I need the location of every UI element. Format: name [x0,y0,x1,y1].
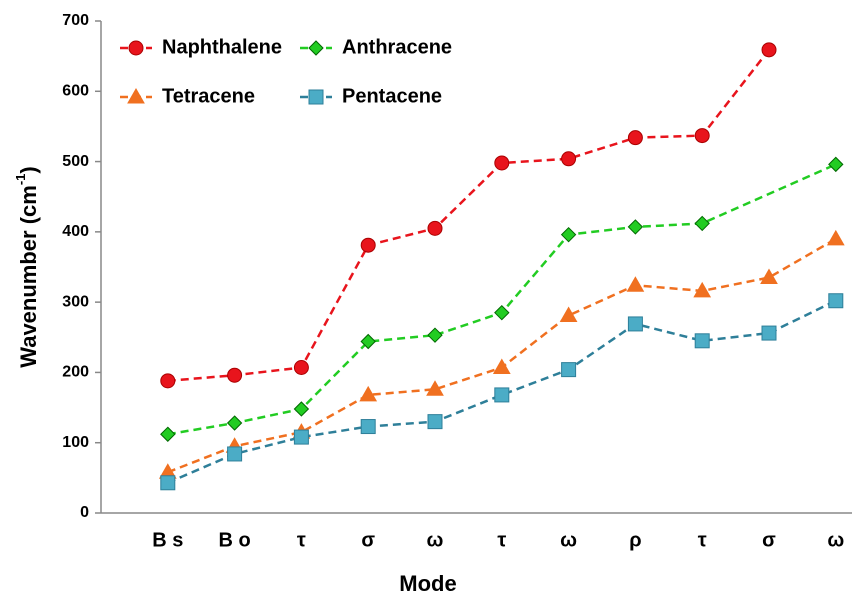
data-point [561,362,577,378]
y-tick-label: 700 [62,12,89,29]
y-label-end: ) [16,166,41,173]
data-point [293,429,309,445]
data-point [627,219,644,235]
data-point [494,155,510,171]
y-tick-label: 300 [62,293,89,310]
data-point [761,42,777,58]
data-point [826,229,845,246]
data-point [360,237,376,253]
series-line [167,299,837,484]
data-point [160,475,176,491]
x-tick-label: ω [427,529,444,551]
legend-marker [308,89,324,105]
data-point [227,446,243,462]
data-point [627,130,643,146]
data-point [626,276,645,292]
x-tick-label: ρ [629,529,641,551]
data-point [760,268,778,285]
data-point [627,316,643,332]
x-tick-label: B o [218,529,250,551]
data-point [426,380,444,396]
y-tick-label: 0 [80,504,89,521]
x-tick-label: σ [361,529,375,551]
data-point [560,226,577,243]
y-axis-label: Wavenumber (cm-1) [13,166,40,367]
data-point [561,151,577,167]
data-point [559,306,578,322]
data-point [293,360,309,376]
legend-marker [128,40,144,56]
x-tick-label: σ [762,529,776,551]
y-label-sup: -1 [13,174,28,186]
data-point [492,358,511,375]
data-point [828,293,844,309]
data-point [427,220,443,236]
data-point [494,387,510,403]
legend-marker [127,87,145,104]
data-point [494,304,510,321]
data-point [360,333,376,350]
y-tick-label: 200 [62,364,89,381]
data-point [694,215,710,232]
x-tick-label: τ [297,529,306,551]
data-point [427,327,443,343]
y-tick-label: 600 [62,83,89,100]
data-point [359,385,378,402]
x-tick-label: ω [827,529,844,551]
data-point [160,426,176,442]
data-point [828,156,844,173]
x-tick-label: τ [497,529,506,551]
legend-label: Anthracene [342,36,452,58]
legend-label: Tetracene [162,85,255,107]
series-line [167,237,837,474]
data-point [293,401,310,417]
y-tick-label: 400 [62,223,89,240]
x-tick-label: B s [152,529,183,551]
legend-marker [308,40,324,56]
data-point [761,325,777,341]
x-tick-label: ω [560,529,577,551]
data-point [694,333,710,349]
legend-label: Naphthalene [162,36,282,58]
y-tick-label: 500 [62,153,89,170]
y-tick-label: 100 [62,434,89,451]
legend-label: Pentacene [342,85,442,107]
x-axis-label: Mode [399,571,456,596]
data-point [427,414,443,430]
data-point [227,367,243,383]
series-line [167,49,770,383]
data-point [694,128,710,144]
data-point [693,281,712,298]
y-label-main: Wavenumber (cm [16,185,41,368]
data-point [360,419,376,435]
data-point [160,373,176,389]
x-tick-label: τ [698,529,707,551]
data-point [226,415,243,431]
